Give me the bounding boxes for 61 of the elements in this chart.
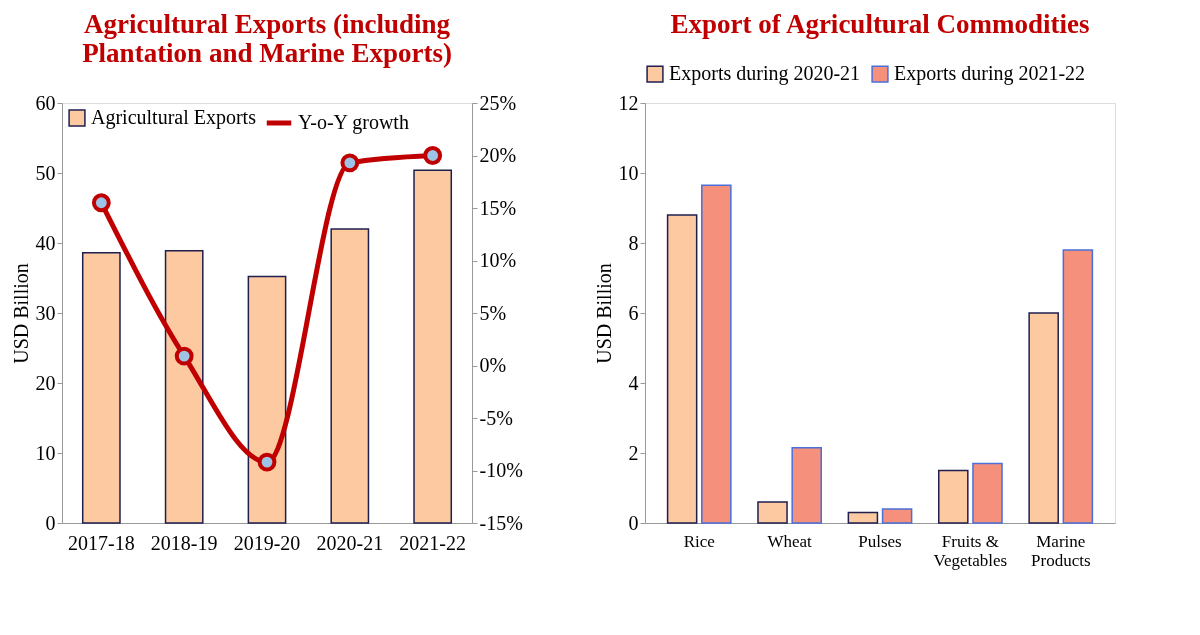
y-tick-label: 8 [628, 231, 639, 254]
y-tick-label: 12 [618, 91, 639, 114]
y2-tick-label: -5% [479, 406, 513, 429]
bar [1062, 249, 1094, 524]
x-tick-label: Fruits & Vegetables [933, 531, 1008, 570]
y-tick-label: 6 [628, 301, 639, 324]
y2-tick-label: 20% [479, 144, 517, 166]
y-tick-label: 0 [628, 511, 639, 534]
bar [1028, 312, 1059, 524]
y-tick-label: 10 [618, 161, 639, 184]
bar [164, 249, 204, 524]
y2-tick-label: 5% [479, 301, 507, 324]
bar [81, 252, 121, 524]
x-tick-label: Wheat [767, 531, 813, 551]
y-axis-title: USD Billion [592, 263, 615, 364]
y2-tick-label: -15% [479, 511, 523, 534]
y-tick-label: 60 [35, 91, 56, 114]
y-tick-label: 4 [628, 371, 639, 394]
y2-tick-label: 0% [479, 354, 507, 376]
x-tick-label: Pulses [858, 531, 902, 551]
x-tick-label: Rice [683, 531, 715, 551]
bar [881, 508, 913, 524]
x-tick-label: 2019-20 [233, 531, 301, 554]
point [91, 193, 111, 213]
y2-tick-label: 25% [479, 91, 517, 114]
bar [330, 228, 370, 524]
x-tick-label: 2020-21 [316, 531, 384, 554]
point [423, 146, 443, 165]
x-tick-label: 2021-22 [399, 531, 466, 554]
x-tick-label: 2018-19 [150, 531, 218, 554]
chart-title: Export of Agricultural Commodities [670, 9, 1090, 39]
y-tick-label: 2 [628, 441, 639, 464]
x-tick-label: 2017-18 [68, 531, 135, 554]
legend-label: Exports during 2021-22 [894, 62, 1086, 86]
y-tick-label: 10 [35, 441, 56, 464]
y2-tick-label: -10% [479, 459, 523, 481]
bar [701, 184, 732, 524]
x-tick-label: Marine Products [1031, 531, 1091, 570]
bar [847, 511, 879, 524]
bar [757, 501, 788, 524]
y-axis-title: USD Billion [9, 263, 32, 364]
y2-tick-label: 15% [479, 196, 517, 219]
point [340, 153, 360, 173]
point [174, 346, 194, 366]
bar [972, 462, 1003, 524]
chart-title: Agricultural Exports (including Plantation and Marine Exports) [82, 9, 452, 68]
point [257, 452, 277, 472]
y-tick-label: 30 [35, 301, 56, 324]
bar [791, 447, 822, 524]
y-tick-label: 0 [45, 511, 56, 534]
bar [666, 214, 698, 524]
y-tick-label: 40 [35, 231, 56, 254]
bar [938, 469, 969, 524]
legend-label: Exports during 2020-21 [669, 62, 861, 86]
bar [413, 169, 453, 524]
y-tick-label: 20 [35, 371, 56, 394]
legend-label: Y-o-Y growth [298, 111, 409, 134]
legend-label: Agricultural Exports [91, 106, 257, 129]
bar [247, 275, 287, 524]
y-tick-label: 50 [35, 161, 56, 184]
y2-tick-label: 10% [479, 249, 517, 271]
